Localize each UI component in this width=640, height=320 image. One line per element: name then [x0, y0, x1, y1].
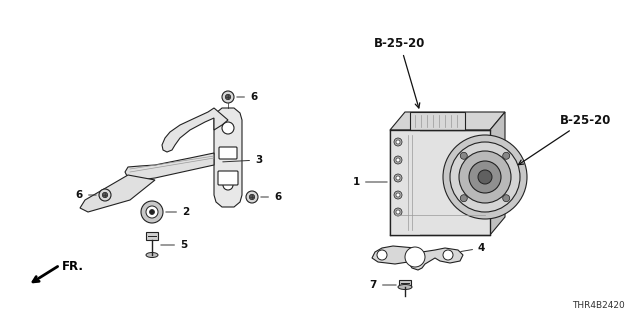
Text: 6: 6	[260, 192, 281, 202]
Polygon shape	[372, 246, 463, 270]
Polygon shape	[390, 112, 505, 130]
Text: 5: 5	[161, 240, 188, 250]
Polygon shape	[214, 108, 242, 207]
Circle shape	[394, 156, 402, 164]
Circle shape	[150, 210, 154, 214]
Text: B-25-20: B-25-20	[518, 114, 611, 165]
Circle shape	[502, 195, 509, 202]
Ellipse shape	[398, 284, 412, 290]
Circle shape	[396, 193, 400, 197]
Circle shape	[443, 135, 527, 219]
Circle shape	[502, 152, 509, 159]
Circle shape	[225, 94, 230, 100]
Text: B-25-20: B-25-20	[374, 37, 426, 108]
Text: 3: 3	[223, 155, 262, 165]
Text: 6: 6	[237, 92, 257, 102]
Circle shape	[394, 208, 402, 216]
Circle shape	[246, 191, 258, 203]
Circle shape	[222, 91, 234, 103]
Bar	[146, 232, 158, 240]
Text: 1: 1	[353, 177, 387, 187]
Circle shape	[223, 180, 233, 190]
Bar	[410, 112, 465, 130]
Circle shape	[377, 250, 387, 260]
Circle shape	[102, 192, 108, 198]
FancyBboxPatch shape	[219, 147, 237, 159]
Circle shape	[396, 140, 400, 144]
Circle shape	[443, 250, 453, 260]
Circle shape	[396, 210, 400, 214]
Text: 6: 6	[76, 190, 96, 200]
Polygon shape	[80, 175, 155, 212]
Circle shape	[394, 191, 402, 199]
Text: 2: 2	[166, 207, 189, 217]
Polygon shape	[162, 108, 228, 152]
Circle shape	[469, 161, 501, 193]
Circle shape	[460, 152, 467, 159]
Circle shape	[396, 176, 400, 180]
Polygon shape	[125, 153, 214, 180]
Circle shape	[394, 138, 402, 146]
Circle shape	[396, 210, 400, 214]
Circle shape	[99, 189, 111, 201]
Text: 4: 4	[461, 243, 485, 253]
Circle shape	[405, 247, 425, 267]
Bar	[399, 280, 411, 287]
Bar	[390, 130, 420, 235]
Circle shape	[394, 208, 402, 216]
Circle shape	[394, 156, 402, 164]
FancyBboxPatch shape	[218, 171, 238, 185]
Circle shape	[141, 201, 163, 223]
Circle shape	[460, 195, 467, 202]
Ellipse shape	[146, 252, 158, 258]
Circle shape	[450, 142, 520, 212]
Circle shape	[394, 138, 402, 146]
Circle shape	[459, 151, 511, 203]
Circle shape	[396, 140, 400, 144]
Circle shape	[394, 174, 402, 182]
Polygon shape	[490, 112, 505, 235]
Circle shape	[394, 191, 402, 199]
Circle shape	[222, 122, 234, 134]
Circle shape	[396, 158, 400, 162]
Bar	[390, 130, 490, 235]
Circle shape	[394, 174, 402, 182]
Text: THR4B2420: THR4B2420	[572, 301, 625, 310]
Circle shape	[396, 176, 400, 180]
Text: FR.: FR.	[62, 260, 84, 273]
Circle shape	[396, 193, 400, 197]
Circle shape	[396, 158, 400, 162]
Circle shape	[478, 170, 492, 184]
Circle shape	[146, 206, 158, 218]
Text: 7: 7	[370, 280, 396, 290]
Circle shape	[250, 194, 255, 200]
Circle shape	[408, 248, 422, 262]
